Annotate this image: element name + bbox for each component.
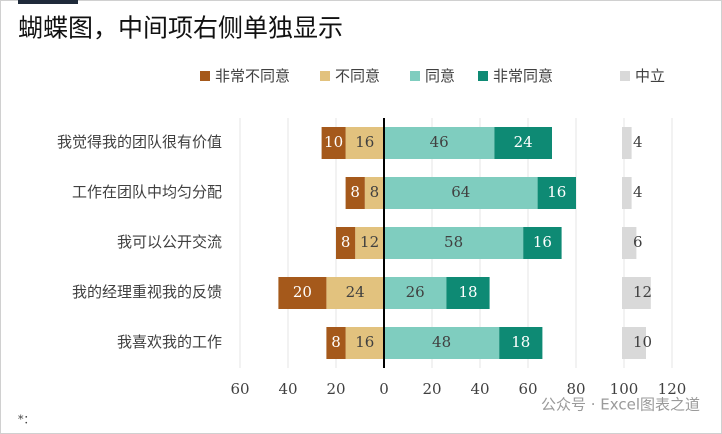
legend-swatch [620, 71, 630, 81]
data-label: 24 [514, 133, 533, 151]
data-label: 16 [533, 233, 552, 251]
bar-segment [494, 127, 552, 159]
data-label: 64 [451, 183, 470, 201]
neutral-bar [622, 327, 646, 359]
category-label: 工作在团队中均匀分配 [72, 183, 222, 201]
data-label: 6 [633, 233, 643, 251]
legend-label: 中立 [635, 67, 665, 85]
data-label: 10 [324, 133, 343, 151]
x-tick-label: 60 [518, 380, 537, 398]
bar-segment [384, 277, 447, 309]
category-label: 我的经理重视我的反馈 [72, 283, 222, 301]
legend-swatch [478, 71, 488, 81]
data-label: 10 [633, 333, 652, 351]
data-label: 58 [444, 233, 463, 251]
data-label: 8 [370, 183, 380, 201]
x-tick-label: 0 [379, 380, 389, 398]
data-label: 12 [633, 283, 652, 301]
x-tick-label: 40 [470, 380, 489, 398]
data-label: 8 [331, 333, 341, 351]
chart-title: 蝴蝶图，中间项右侧单独显示 [18, 14, 343, 43]
neutral-bar [622, 177, 632, 209]
bar-segment [345, 177, 365, 209]
legend-label: 同意 [425, 67, 455, 85]
legend-label: 非常不同意 [215, 67, 290, 85]
legend-label: 不同意 [335, 67, 380, 85]
bar-segment [355, 227, 384, 259]
x-tick-label: 120 [658, 380, 687, 398]
legend-label: 非常同意 [493, 67, 553, 85]
data-label: 12 [360, 233, 379, 251]
bar-segment [446, 277, 490, 309]
bar-segment [499, 327, 543, 359]
neutral-bar [622, 227, 637, 259]
x-tick-label: 20 [326, 380, 345, 398]
data-label: 8 [341, 233, 351, 251]
bar-segment [278, 277, 327, 309]
footnote: *： [18, 413, 35, 426]
data-label: 20 [293, 283, 312, 301]
data-label: 4 [633, 183, 643, 201]
legend-swatch [320, 71, 330, 81]
data-label: 16 [547, 183, 566, 201]
data-label: 8 [350, 183, 360, 201]
bar-segment [326, 327, 346, 359]
bar-segment [345, 327, 384, 359]
neutral-bar [622, 277, 651, 309]
data-label: 26 [406, 283, 425, 301]
neutral-bar [622, 127, 632, 159]
title-accent [18, 0, 78, 4]
bar-segment [537, 177, 576, 209]
x-tick-label: 80 [566, 380, 585, 398]
data-label: 18 [458, 283, 477, 301]
bar-segment [384, 227, 524, 259]
data-label: 18 [511, 333, 530, 351]
bar-segment [384, 177, 538, 209]
bar-segment [326, 277, 384, 309]
category-label: 我喜欢我的工作 [117, 333, 222, 351]
data-label: 24 [346, 283, 365, 301]
data-label: 16 [355, 133, 374, 151]
data-label: 16 [355, 333, 374, 351]
bar-segment [523, 227, 562, 259]
bar-segment [321, 127, 346, 159]
bar-segment [345, 127, 384, 159]
category-label: 我可以公开交流 [117, 233, 222, 251]
data-label: 46 [430, 133, 449, 151]
bar-segment [384, 127, 495, 159]
bar-segment [364, 177, 384, 209]
data-label: 4 [633, 133, 643, 151]
x-tick-label: 20 [422, 380, 441, 398]
x-tick-label: 60 [230, 380, 249, 398]
bar-segment [336, 227, 356, 259]
bar-segment [384, 327, 500, 359]
x-tick-label: 100 [610, 380, 639, 398]
x-tick-label: 40 [278, 380, 297, 398]
data-label: 48 [432, 333, 451, 351]
watermark: 公众号 · Excel图表之道 [541, 396, 700, 414]
legend-swatch [410, 71, 420, 81]
category-label: 我觉得我的团队很有价值 [57, 133, 222, 151]
legend-swatch [200, 71, 210, 81]
